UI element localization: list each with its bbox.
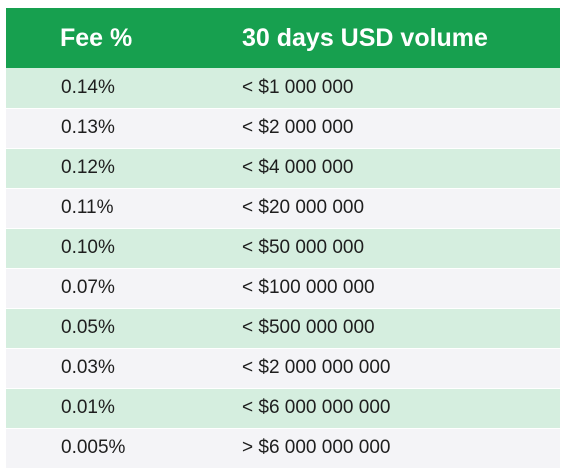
header-30-day-volume: 30 days USD volume [242,23,488,52]
fee-cell: 0.01% [6,387,242,428]
volume-cell: < $6 000 000 000 [242,387,560,428]
table-row: 0.03% < $2 000 000 000 [6,347,560,388]
table-row: 0.01% < $6 000 000 000 [6,387,560,428]
fee-cell: 0.05% [6,307,242,348]
volume-cell: < $4 000 000 [242,147,560,188]
volume-cell: > $6 000 000 000 [242,427,560,468]
volume-cell: < $2 000 000 000 [242,347,560,388]
fee-cell: 0.10% [6,227,242,268]
table-body: 0.14% < $1 000 000 0.13% < $2 000 000 0.… [6,68,560,468]
fee-cell: 0.03% [6,347,242,388]
table-row: 0.12% < $4 000 000 [6,147,560,188]
volume-cell: < $100 000 000 [242,267,560,308]
header-fee-percent: Fee % [60,23,133,52]
fee-cell: 0.07% [6,267,242,308]
table-row: 0.11% < $20 000 000 [6,187,560,228]
volume-cell: < $1 000 000 [242,76,354,98]
volume-cell: < $500 000 000 [242,307,560,348]
table-row: 0.05% < $500 000 000 [6,307,560,348]
volume-cell: < $20 000 000 [242,187,560,228]
fee-cell: 0.12% [6,147,242,188]
table-row: 0.10% < $50 000 000 [6,227,560,268]
table-row: 0.14% < $1 000 000 [6,68,560,108]
fee-cell: 0.11% [6,187,242,228]
volume-cell: < $50 000 000 [242,227,560,268]
table-header: Fee % 30 days USD volume [6,8,560,68]
fee-cell: 0.14% [61,76,115,98]
table-row: 0.07% < $100 000 000 [6,267,560,308]
table-row: 0.005% > $6 000 000 000 [6,427,560,468]
table-row: 0.13% < $2 000 000 [6,107,560,148]
fee-cell: 0.005% [6,427,242,468]
fee-cell: 0.13% [6,107,242,148]
header-row: Fee % 30 days USD volume [6,8,560,68]
volume-cell: < $2 000 000 [242,107,560,148]
fee-schedule-table: Fee % 30 days USD volume 0.14% < $1 000 … [6,8,560,468]
